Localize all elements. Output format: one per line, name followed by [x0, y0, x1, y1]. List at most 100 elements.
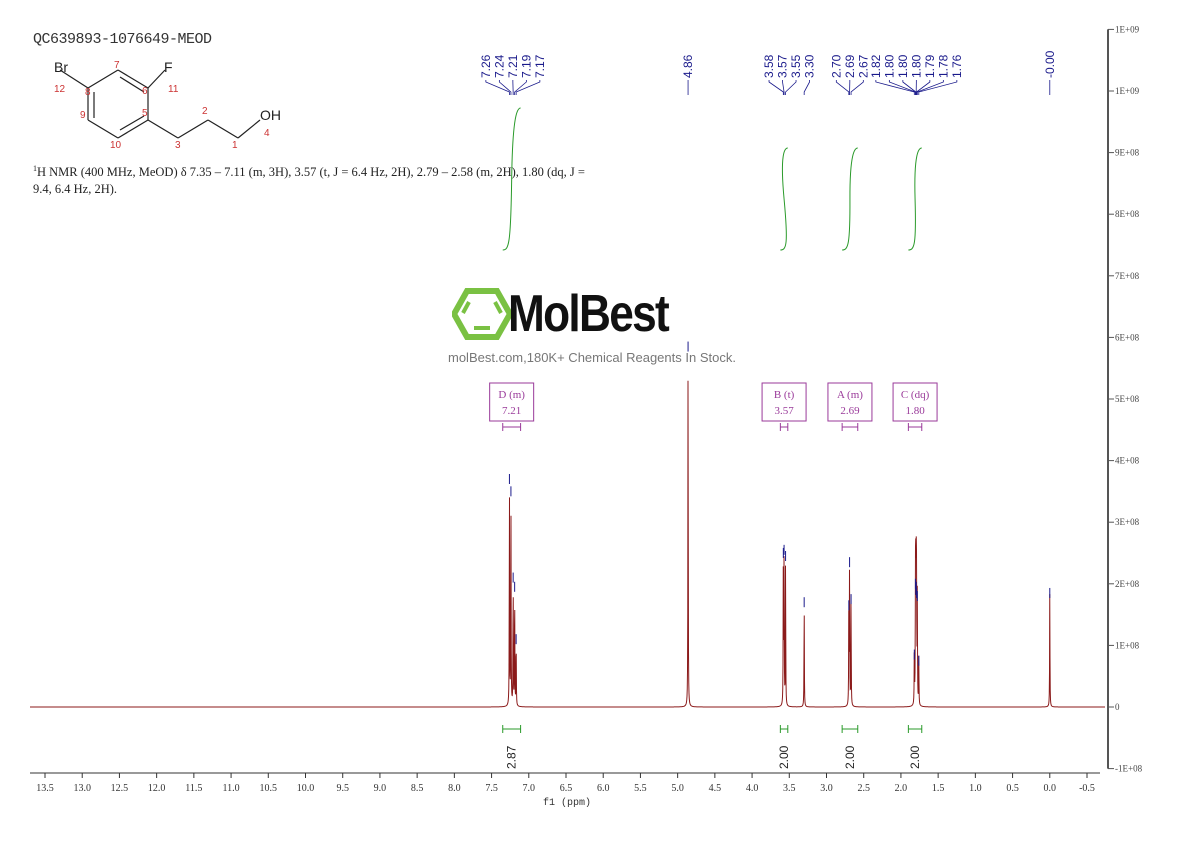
y-tick-label: 9E+08 [1115, 148, 1140, 158]
x-tick-label: 9.0 [374, 783, 387, 794]
y-tick-label: 6E+08 [1115, 332, 1140, 342]
x-tick-label: 6.0 [597, 783, 610, 794]
x-tick-label: 1.0 [969, 783, 982, 794]
molbest-logo-icon [452, 288, 512, 340]
y-tick-label: 5E+08 [1115, 394, 1140, 404]
y-tick-label: 0 [1115, 702, 1120, 712]
x-tick-label: 12.5 [111, 783, 129, 794]
atom-number: 2 [202, 106, 208, 117]
x-tick-label: 2.0 [895, 783, 908, 794]
integral-value: 2.00 [908, 745, 922, 769]
multiplet-shift: 1.80 [905, 405, 925, 417]
atom-number: 1 [232, 140, 238, 151]
peak-label: 7.26 [479, 54, 493, 78]
multiplet-shift: 7.21 [502, 405, 521, 417]
integral-value: 2.00 [843, 745, 857, 769]
multiplet-box [892, 382, 938, 422]
multiplet-label: D (m) [498, 389, 525, 401]
atom-number: 4 [264, 128, 270, 139]
peak-label-connector [916, 80, 944, 95]
multiplet-box [489, 382, 535, 422]
peak-label-connector [782, 80, 785, 95]
atom-number: 9 [80, 110, 86, 121]
y-tick-label: 4E+08 [1115, 456, 1140, 466]
multiplet-shift: 2.69 [840, 405, 860, 417]
peak-label: 7.24 [492, 54, 506, 78]
atom-number: 10 [110, 140, 122, 151]
peak-label: 1.79 [923, 54, 937, 78]
integral-curve [502, 107, 521, 251]
y-tick-label: -1E+08 [1115, 764, 1143, 774]
peak-label: 7.21 [506, 54, 520, 78]
multiplet-label: A (m) [837, 389, 863, 401]
peak-label-connector [785, 80, 797, 95]
description-text: H NMR (400 MHz, MeOD) δ 7.35 – 7.11 (m, … [33, 165, 585, 197]
peak-label-connector [875, 80, 915, 95]
y-tick-label: 8E+08 [1115, 209, 1140, 219]
x-tick-label: 1.5 [932, 783, 945, 794]
y-tick-label: 7E+08 [1115, 271, 1140, 281]
x-tick-label: 2.5 [857, 783, 870, 794]
x-tick-label: 3.0 [820, 783, 833, 794]
peak-label: 1.76 [950, 54, 964, 78]
atom-number: 12 [54, 84, 66, 95]
peak-label: 1.80 [896, 54, 910, 78]
nmr-description: 1H NMR (400 MHz, MeOD) δ 7.35 – 7.11 (m,… [33, 160, 593, 198]
peak-label: 1.82 [869, 54, 883, 78]
x-tick-label: 5.5 [634, 783, 647, 794]
y-tick-label: 3E+08 [1115, 517, 1140, 527]
peak-label: 3.30 [803, 54, 817, 78]
peak-label: -0.00 [1043, 50, 1057, 78]
x-tick-label: -0.5 [1079, 783, 1095, 794]
peak-label-connector [918, 80, 958, 95]
x-tick-label: 6.5 [560, 783, 573, 794]
peak-label-connector [498, 80, 512, 95]
peak-label-connector [916, 80, 931, 95]
spectrum-line [30, 380, 1105, 708]
y-tick-label: 2E+08 [1115, 579, 1140, 589]
y-tick-label: 1E+08 [1115, 640, 1140, 650]
molecule-structure: Br F OH 12 8 7 6 11 9 5 10 3 2 1 4 [54, 59, 281, 151]
multiplet-box [827, 382, 873, 422]
peak-label: 7.17 [533, 54, 547, 78]
x-tick-label: 11.5 [185, 783, 202, 794]
y-tick-label: 1E+09 [1115, 86, 1140, 96]
peak-label-connector [803, 80, 810, 95]
peak-label-connector [514, 80, 527, 95]
atom-number: 11 [168, 84, 179, 95]
peak-label-connector [888, 80, 916, 95]
x-tick-label: 4.5 [709, 783, 722, 794]
peak-label-connector [850, 80, 864, 95]
peak-label-connector [485, 80, 510, 95]
x-tick-label: 12.0 [148, 783, 166, 794]
integral-curve [908, 147, 922, 251]
peak-label-connector [835, 80, 850, 95]
atom-number: 5 [142, 108, 148, 119]
atom-br: Br [54, 59, 68, 75]
atom-number: 3 [175, 140, 181, 151]
peak-label: 3.55 [789, 54, 803, 78]
x-axis-label: f1 (ppm) [543, 797, 591, 809]
x-tick-label: 0.5 [1006, 783, 1019, 794]
peak-label: 7.19 [519, 54, 533, 78]
multiplet-label: B (t) [774, 389, 795, 401]
watermark-logo: MolBest [508, 285, 670, 343]
x-tick-label: 7.0 [523, 783, 536, 794]
multiplet-shift: 3.57 [774, 405, 794, 417]
x-tick-label: 4.0 [746, 783, 759, 794]
integral-curve [780, 147, 788, 251]
x-tick-label: 8.0 [448, 783, 461, 794]
x-tick-label: 9.5 [336, 783, 349, 794]
atom-oh: OH [260, 107, 281, 123]
peak-label: 1.80 [909, 54, 923, 78]
peak-label: 3.57 [776, 54, 790, 78]
peak-label-connector [768, 80, 784, 95]
peak-label: 1.80 [882, 54, 896, 78]
x-tick-label: 10.0 [297, 783, 315, 794]
atom-f: F [164, 59, 173, 75]
atom-number: 8 [85, 87, 91, 98]
y-tick-label: 1E+09 [1115, 24, 1140, 34]
peak-label: 4.86 [681, 54, 695, 78]
multiplet-label: C (dq) [901, 389, 930, 401]
